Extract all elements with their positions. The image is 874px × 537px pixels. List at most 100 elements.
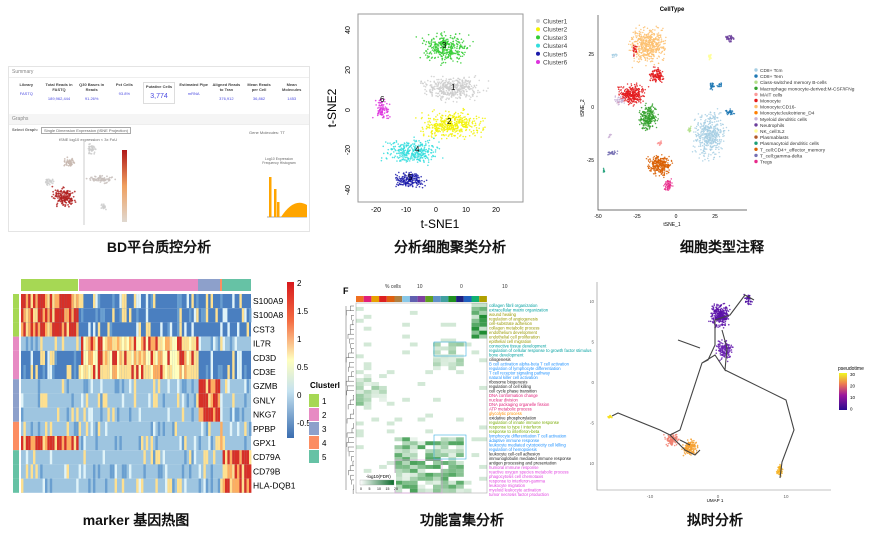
cluster-point	[426, 126, 429, 129]
heatmap-cell	[186, 294, 189, 309]
cluster-point	[453, 92, 455, 94]
cluster-point	[421, 42, 424, 45]
cluster-point	[430, 84, 433, 86]
heatmap-cell	[23, 365, 26, 380]
cluster-point	[474, 134, 476, 137]
cluster-point	[452, 82, 454, 85]
heatmap-cell	[196, 393, 199, 408]
legend-label: Monocyte:CD16-	[760, 105, 796, 111]
heatmap-cell	[42, 294, 45, 309]
graph-select[interactable]: Single Dimension Expression (tSNE Projec…	[41, 127, 132, 134]
cluster-point	[449, 124, 452, 126]
cell-point	[625, 92, 627, 94]
heatmap-cell	[136, 350, 139, 365]
cluster-point	[461, 130, 463, 133]
expression-dot	[89, 143, 91, 145]
gene-label: CST3	[253, 324, 275, 334]
heatmap-cell	[112, 336, 115, 351]
heatmap-cell	[52, 322, 55, 337]
cluster-point	[468, 134, 471, 137]
cell-point	[653, 51, 655, 53]
heatmap-cell	[47, 350, 50, 365]
cluster-point	[460, 88, 462, 90]
cell-point	[652, 173, 655, 175]
cell-point	[649, 158, 651, 160]
cell-point	[646, 60, 649, 62]
heatmap-cell	[97, 393, 101, 408]
cell-point	[620, 89, 623, 91]
cluster-point	[455, 79, 458, 82]
cell-point	[726, 112, 728, 114]
cell-point	[712, 138, 715, 140]
cluster-point	[464, 81, 466, 83]
cluster-point	[386, 152, 389, 154]
cluster-point	[410, 155, 413, 158]
cell-point	[657, 160, 660, 162]
cell-point	[636, 93, 639, 96]
select-label: Select Graph:	[12, 127, 39, 132]
cell-point	[650, 168, 652, 171]
cluster-point	[427, 56, 430, 59]
cell-point	[651, 113, 654, 116]
cell-point	[617, 86, 620, 89]
heatmap-cell	[121, 393, 125, 408]
cluster-point	[484, 117, 486, 120]
heatmap-cell	[90, 365, 93, 380]
cell-point	[643, 110, 646, 113]
cell-point	[702, 155, 705, 157]
cell-point	[654, 38, 656, 41]
cluster-point	[475, 117, 478, 120]
expression-dot	[68, 205, 70, 208]
cell-point	[698, 134, 700, 136]
cell-point	[629, 92, 632, 95]
cell-point	[638, 34, 641, 37]
cluster-point	[431, 88, 434, 91]
cluster-point	[435, 118, 437, 121]
cell-point	[719, 85, 721, 88]
cluster-point	[427, 114, 430, 116]
cell-point	[657, 113, 659, 116]
cell-point	[647, 112, 649, 115]
cell-point	[621, 99, 624, 101]
cluster-point	[379, 111, 382, 114]
cell-point	[689, 127, 692, 129]
cell-point	[645, 106, 647, 109]
cell-point	[642, 35, 645, 37]
cluster-point	[465, 88, 467, 91]
cell-point	[638, 119, 640, 121]
cluster-point	[462, 81, 465, 84]
expression-dot	[50, 181, 53, 184]
cell-point	[699, 141, 701, 144]
cluster-point	[415, 150, 418, 153]
heatmap-cell	[73, 322, 77, 337]
cluster-point	[378, 106, 380, 108]
cluster-point	[444, 58, 446, 61]
cluster-point	[448, 125, 451, 128]
cluster-point	[455, 88, 458, 90]
expression-dot	[48, 179, 51, 182]
cluster-point	[452, 127, 454, 129]
heatmap-cell	[177, 365, 180, 380]
cluster-point	[429, 88, 431, 91]
cluster-point	[408, 160, 411, 162]
cell-point	[716, 144, 719, 146]
cluster-point	[402, 148, 404, 151]
cluster-point	[402, 178, 404, 181]
cluster-point	[468, 124, 470, 127]
cell-point	[701, 134, 704, 136]
cluster-point	[407, 185, 410, 188]
cluster-point	[421, 145, 424, 147]
heatmap-cell	[196, 365, 199, 380]
cell-point	[667, 162, 669, 164]
cluster-point	[478, 116, 480, 119]
cell-point	[653, 119, 655, 122]
cell-point	[637, 48, 639, 50]
cluster-point	[420, 80, 423, 82]
cluster-point	[465, 117, 468, 120]
cell-point	[642, 26, 645, 29]
graph-selector[interactable]: Select Graph: Single Dimension Expression…	[9, 125, 309, 136]
heatmap-cell	[49, 294, 53, 309]
cluster-point	[436, 95, 439, 98]
expression-colorbar	[122, 150, 127, 222]
cluster-point	[472, 89, 474, 92]
